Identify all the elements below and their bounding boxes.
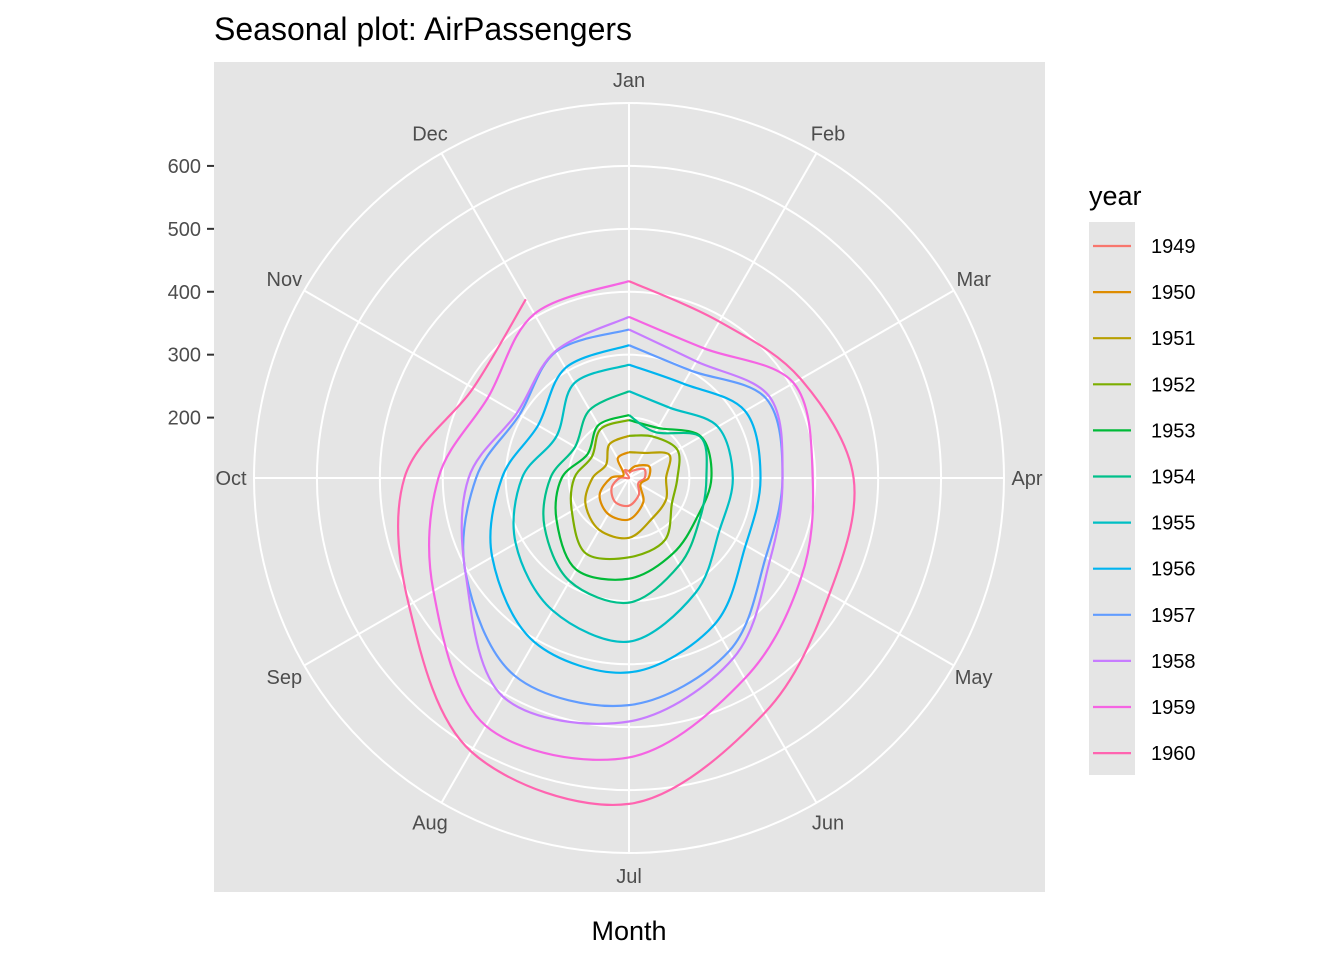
month-label-jul: Jul — [616, 866, 642, 888]
series-line-1956 — [489, 344, 762, 674]
y-tick-label-500: 500 — [168, 219, 201, 241]
legend-label-1955: 1955 — [1151, 513, 1196, 535]
month-label-oct: Oct — [215, 468, 247, 490]
series-line-1957 — [462, 328, 784, 707]
y-tick-label-200: 200 — [168, 408, 201, 430]
month-label-jun: Jun — [812, 813, 844, 835]
legend-label-1957: 1957 — [1151, 605, 1196, 627]
legend: 1949 1950 1951 1952 1953 1954 1955 1956 1957 1958… — [1093, 236, 1196, 765]
legend-label-1954: 1954 — [1151, 467, 1196, 489]
series-line-1960 — [397, 280, 856, 806]
legend-label-1951: 1951 — [1151, 328, 1196, 350]
series-line-1949 — [610, 467, 647, 508]
month-label-may: May — [955, 667, 993, 689]
y-tick-label-300: 300 — [168, 345, 201, 367]
month-label-aug: Aug — [412, 813, 448, 835]
legend-label-1950: 1950 — [1151, 282, 1196, 304]
y-axis: 200 300 400 500 600 — [168, 156, 214, 430]
grid-spoke-mar — [628, 289, 955, 479]
series-line-1958 — [460, 315, 784, 725]
series-line-1950 — [598, 451, 652, 522]
chart-title: Seasonal plot: AirPassengers — [214, 11, 632, 47]
legend-label-1958: 1958 — [1151, 651, 1196, 673]
x-axis-title: Month — [591, 916, 666, 946]
month-label-sep: Sep — [267, 667, 303, 689]
month-label-dec: Dec — [412, 123, 448, 145]
series-line-1955 — [512, 363, 734, 643]
month-label-jan: Jan — [613, 70, 645, 92]
legend-label-1956: 1956 — [1151, 559, 1196, 581]
series-line-1952 — [569, 419, 681, 561]
grid-spoke-dec — [440, 152, 630, 479]
grid-spoke-feb — [628, 152, 818, 479]
legend-label-1949: 1949 — [1151, 236, 1196, 258]
series-line-1951 — [584, 434, 672, 540]
legend-key-background — [1089, 222, 1135, 775]
legend-label-1953: 1953 — [1151, 420, 1196, 442]
month-label-mar: Mar — [956, 269, 991, 291]
grid-spoke-jun — [628, 477, 818, 804]
legend-label-1960: 1960 — [1151, 743, 1196, 765]
legend-label-1952: 1952 — [1151, 374, 1196, 396]
series-layer — [397, 280, 856, 806]
series-line-1954 — [542, 390, 708, 605]
grid-spoke-aug — [440, 477, 630, 804]
y-tick-label-600: 600 — [168, 156, 201, 178]
grid-spoke-may — [628, 477, 955, 667]
month-label-nov: Nov — [267, 269, 303, 291]
month-labels: Jan Feb Mar Apr May Jun Jul Aug Sep Oct Nov Dec — [215, 70, 1042, 888]
legend-label-1959: 1959 — [1151, 697, 1196, 719]
month-label-apr: Apr — [1011, 468, 1042, 490]
grid-spoke-sep — [303, 477, 630, 667]
legend-title: year — [1089, 181, 1142, 211]
y-tick-label-400: 400 — [168, 282, 201, 304]
series-line-1959 — [427, 280, 815, 761]
month-label-feb: Feb — [811, 123, 845, 145]
